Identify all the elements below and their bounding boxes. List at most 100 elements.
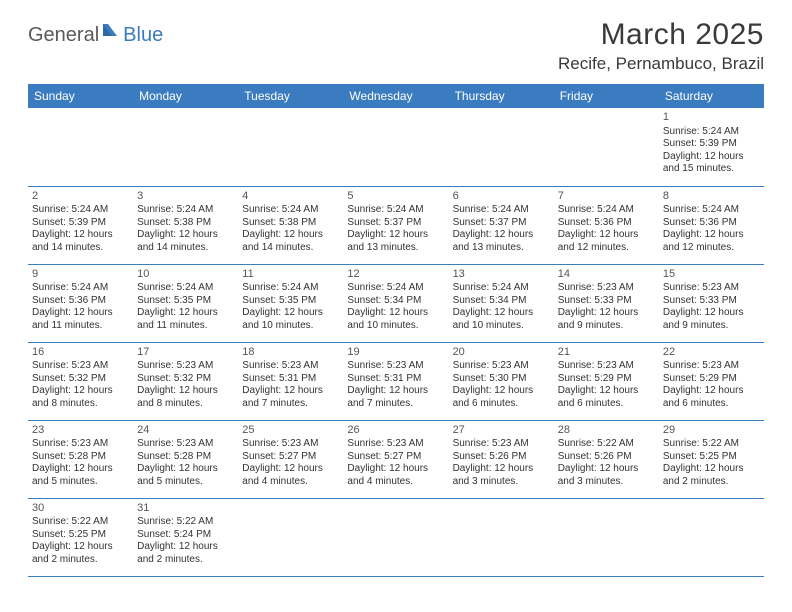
sunrise-text: Sunrise: 5:23 AM bbox=[242, 438, 339, 451]
sunrise-text: Sunrise: 5:23 AM bbox=[32, 438, 129, 451]
daylight-text: Daylight: 12 hours bbox=[453, 463, 550, 476]
daylight-text: and 10 minutes. bbox=[242, 320, 339, 333]
calendar-day: 31Sunrise: 5:22 AMSunset: 5:24 PMDayligh… bbox=[133, 498, 238, 576]
daylight-text: Daylight: 12 hours bbox=[663, 385, 760, 398]
sunset-text: Sunset: 5:31 PM bbox=[347, 373, 444, 386]
daylight-text: and 11 minutes. bbox=[32, 320, 129, 333]
daylight-text: Daylight: 12 hours bbox=[242, 229, 339, 242]
sunrise-text: Sunrise: 5:24 AM bbox=[32, 282, 129, 295]
daylight-text: and 7 minutes. bbox=[347, 398, 444, 411]
day-number: 13 bbox=[453, 268, 550, 282]
daylight-text: and 7 minutes. bbox=[242, 398, 339, 411]
sunrise-text: Sunrise: 5:24 AM bbox=[453, 282, 550, 295]
daylight-text: Daylight: 12 hours bbox=[347, 229, 444, 242]
sunrise-text: Sunrise: 5:24 AM bbox=[242, 282, 339, 295]
sunset-text: Sunset: 5:27 PM bbox=[242, 451, 339, 464]
day-number: 29 bbox=[663, 424, 760, 438]
calendar-day: 7Sunrise: 5:24 AMSunset: 5:36 PMDaylight… bbox=[554, 186, 659, 264]
daylight-text: and 5 minutes. bbox=[32, 476, 129, 489]
day-number: 12 bbox=[347, 268, 444, 282]
sunrise-text: Sunrise: 5:24 AM bbox=[663, 204, 760, 217]
daylight-text: and 3 minutes. bbox=[558, 476, 655, 489]
sunrise-text: Sunrise: 5:23 AM bbox=[558, 282, 655, 295]
daylight-text: and 6 minutes. bbox=[453, 398, 550, 411]
day-number: 7 bbox=[558, 190, 655, 204]
daylight-text: Daylight: 12 hours bbox=[558, 463, 655, 476]
sunset-text: Sunset: 5:25 PM bbox=[32, 529, 129, 542]
sunrise-text: Sunrise: 5:23 AM bbox=[137, 360, 234, 373]
daylight-text: and 8 minutes. bbox=[32, 398, 129, 411]
sunset-text: Sunset: 5:33 PM bbox=[663, 295, 760, 308]
sunset-text: Sunset: 5:38 PM bbox=[242, 217, 339, 230]
day-number: 10 bbox=[137, 268, 234, 282]
day-number: 1 bbox=[663, 111, 760, 125]
day-number: 23 bbox=[32, 424, 129, 438]
daylight-text: and 12 minutes. bbox=[663, 242, 760, 255]
calendar-empty bbox=[343, 498, 448, 576]
column-header: Wednesday bbox=[343, 84, 448, 108]
sunrise-text: Sunrise: 5:23 AM bbox=[453, 438, 550, 451]
calendar-day: 3Sunrise: 5:24 AMSunset: 5:38 PMDaylight… bbox=[133, 186, 238, 264]
calendar-day: 23Sunrise: 5:23 AMSunset: 5:28 PMDayligh… bbox=[28, 420, 133, 498]
daylight-text: Daylight: 12 hours bbox=[32, 307, 129, 320]
calendar-day: 15Sunrise: 5:23 AMSunset: 5:33 PMDayligh… bbox=[659, 264, 764, 342]
calendar-week: 16Sunrise: 5:23 AMSunset: 5:32 PMDayligh… bbox=[28, 342, 764, 420]
daylight-text: and 10 minutes. bbox=[347, 320, 444, 333]
day-number: 14 bbox=[558, 268, 655, 282]
calendar-empty bbox=[343, 108, 448, 186]
sunset-text: Sunset: 5:37 PM bbox=[347, 217, 444, 230]
calendar-empty bbox=[238, 498, 343, 576]
daylight-text: and 4 minutes. bbox=[242, 476, 339, 489]
calendar-day: 5Sunrise: 5:24 AMSunset: 5:37 PMDaylight… bbox=[343, 186, 448, 264]
calendar-day: 13Sunrise: 5:24 AMSunset: 5:34 PMDayligh… bbox=[449, 264, 554, 342]
sunrise-text: Sunrise: 5:24 AM bbox=[453, 204, 550, 217]
daylight-text: Daylight: 12 hours bbox=[663, 229, 760, 242]
column-header: Friday bbox=[554, 84, 659, 108]
calendar-day: 4Sunrise: 5:24 AMSunset: 5:38 PMDaylight… bbox=[238, 186, 343, 264]
day-number: 25 bbox=[242, 424, 339, 438]
calendar-empty bbox=[449, 108, 554, 186]
daylight-text: Daylight: 12 hours bbox=[137, 385, 234, 398]
calendar-day: 1Sunrise: 5:24 AMSunset: 5:39 PMDaylight… bbox=[659, 108, 764, 186]
sunset-text: Sunset: 5:26 PM bbox=[453, 451, 550, 464]
calendar-body: 1 Sunrise: 5:24 AM Sunset: 5:39 PM Daylight… bbox=[28, 108, 764, 576]
sunset-text: Sunset: 5:27 PM bbox=[347, 451, 444, 464]
calendar-day: 14Sunrise: 5:23 AMSunset: 5:33 PMDayligh… bbox=[554, 264, 659, 342]
column-header: Saturday bbox=[659, 84, 764, 108]
day-number: 26 bbox=[347, 424, 444, 438]
calendar-header: SundayMondayTuesdayWednesdayThursdayFrid… bbox=[28, 84, 764, 108]
sunset-text: Sunset: 5:29 PM bbox=[663, 373, 760, 386]
day-number: 27 bbox=[453, 424, 550, 438]
daylight-text: Daylight: 12 hours bbox=[137, 463, 234, 476]
daylight-text: and 8 minutes. bbox=[137, 398, 234, 411]
sunrise-text: Sunrise: 5:23 AM bbox=[347, 438, 444, 451]
sunset-text: Sunset: 5:39 PM bbox=[663, 138, 760, 151]
daylight-text: Daylight: 12 hours bbox=[453, 385, 550, 398]
sunset-text: Sunset: 5:28 PM bbox=[32, 451, 129, 464]
sunrise-text: Sunrise: 5:22 AM bbox=[558, 438, 655, 451]
day-number: 30 bbox=[32, 502, 129, 516]
calendar-page: General Blue March 2025 Recife, Pernambu… bbox=[0, 0, 792, 577]
daylight-text: and 14 minutes. bbox=[32, 242, 129, 255]
column-header: Monday bbox=[133, 84, 238, 108]
daylight-text: Daylight: 12 hours bbox=[558, 307, 655, 320]
sunset-text: Sunset: 5:35 PM bbox=[242, 295, 339, 308]
day-number: 4 bbox=[242, 190, 339, 204]
day-number: 28 bbox=[558, 424, 655, 438]
calendar-day: 26Sunrise: 5:23 AMSunset: 5:27 PMDayligh… bbox=[343, 420, 448, 498]
daylight-text: and 5 minutes. bbox=[137, 476, 234, 489]
daylight-text: Daylight: 12 hours bbox=[242, 307, 339, 320]
day-number: 5 bbox=[347, 190, 444, 204]
sunset-text: Sunset: 5:35 PM bbox=[137, 295, 234, 308]
daylight-text: and 10 minutes. bbox=[453, 320, 550, 333]
calendar-day: 19Sunrise: 5:23 AMSunset: 5:31 PMDayligh… bbox=[343, 342, 448, 420]
sunrise-text: Sunrise: 5:24 AM bbox=[242, 204, 339, 217]
sunrise-text: Sunrise: 5:23 AM bbox=[242, 360, 339, 373]
sunset-text: Sunset: 5:36 PM bbox=[663, 217, 760, 230]
sunset-text: Sunset: 5:24 PM bbox=[137, 529, 234, 542]
calendar-table: SundayMondayTuesdayWednesdayThursdayFrid… bbox=[28, 84, 764, 577]
day-number: 3 bbox=[137, 190, 234, 204]
sunrise-text: Sunrise: 5:24 AM bbox=[347, 204, 444, 217]
column-header: Tuesday bbox=[238, 84, 343, 108]
calendar-empty bbox=[449, 498, 554, 576]
